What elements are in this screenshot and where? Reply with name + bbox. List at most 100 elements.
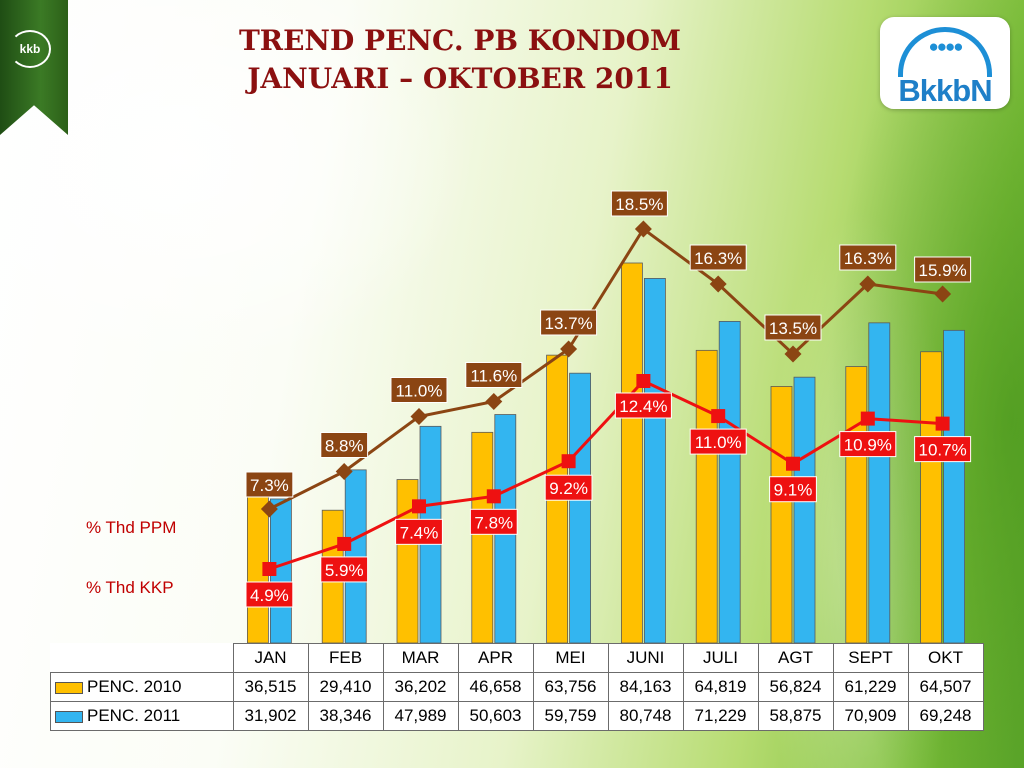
table-cell-2011-sept: 70,909 bbox=[832, 701, 909, 731]
data-label-box-ppm-mei bbox=[540, 309, 598, 336]
ppm-side-label: % Thd PPM bbox=[86, 518, 177, 537]
legend-swatch-2011 bbox=[55, 710, 83, 723]
table-cell-2010-okt: 64,507 bbox=[907, 672, 984, 702]
data-label-ppm-juni: 18.5% bbox=[615, 195, 663, 214]
table-cell-2011-jan: 31,902 bbox=[232, 701, 309, 731]
data-label-ppm-jan: 7.3% bbox=[250, 476, 289, 495]
bar-2011-sept bbox=[868, 322, 891, 644]
data-label-kkp-apr: 7.8% bbox=[474, 513, 513, 532]
legend-label-2011: PENC. 2011 bbox=[87, 706, 181, 725]
data-label-kkp-juni: 12.4% bbox=[619, 397, 667, 416]
table-row-2011: PENC. 2011 31,902 38,346 47,989 50,603 59,75… bbox=[50, 701, 984, 731]
marker-kkp-mei bbox=[561, 454, 576, 469]
line-ppm bbox=[268, 226, 943, 511]
data-label-ppm-agt: 13.5% bbox=[769, 319, 817, 338]
chart-title: TREND PENC. PB KONDOM JANUARI – OKTOBER … bbox=[160, 22, 760, 98]
marker-kkp-jan bbox=[262, 562, 277, 576]
data-label-kkp-mei: 9.2% bbox=[549, 479, 588, 498]
table-cell-2010-juli: 64,819 bbox=[682, 672, 759, 702]
data-label-box-kkp-jan bbox=[245, 581, 294, 608]
table-cell-2010-feb: 29,410 bbox=[307, 672, 384, 702]
data-label-box-ppm-mar bbox=[390, 377, 448, 403]
bar-2010-okt bbox=[920, 351, 942, 644]
marker-ppm-apr bbox=[485, 393, 503, 410]
legend-swatch-2010 bbox=[55, 681, 83, 694]
bkkbn-logo: ●●●● BkkbN bbox=[880, 17, 1010, 109]
data-label-ppm-okt: 15.9% bbox=[918, 261, 966, 280]
bar-2011-juni bbox=[644, 278, 666, 644]
marker-ppm-agt bbox=[784, 345, 802, 363]
data-label-box-ppm-jan bbox=[245, 471, 294, 498]
table-header-jan: JAN bbox=[232, 643, 309, 673]
table-cell-2011-mei: 59,759 bbox=[532, 701, 609, 731]
data-label-kkp-jan: 4.9% bbox=[250, 586, 289, 605]
table-cell-2011-apr: 50,603 bbox=[457, 701, 534, 731]
data-label-box-kkp-juni bbox=[614, 392, 672, 419]
table-cell-2010-jan: 36,515 bbox=[232, 672, 309, 702]
table-header-row: JAN FEB MAR APR MEI JUNI JULI AGT SEPT OKT bbox=[51, 643, 984, 673]
marker-ppm-juli bbox=[709, 275, 727, 293]
table-header-mei: MEI bbox=[532, 643, 609, 673]
table-header-juli: JULI bbox=[682, 643, 759, 673]
legend-cell-2011: PENC. 2011 bbox=[50, 701, 234, 731]
table-cell-2011-mar: 47,989 bbox=[382, 701, 459, 731]
marker-kkp-juli bbox=[711, 409, 726, 424]
data-label-ppm-feb: 8.8% bbox=[325, 437, 364, 456]
table-row-2010: PENC. 2010 36,515 29,410 36,202 46,658 63,75… bbox=[50, 672, 984, 702]
data-label-box-kkp-apr bbox=[469, 508, 518, 535]
bar-2010-apr bbox=[471, 431, 494, 644]
data-label-box-ppm-feb bbox=[320, 432, 369, 458]
table-cell-2010-mei: 63,756 bbox=[532, 672, 609, 702]
data-label-ppm-mar: 11.0% bbox=[396, 382, 443, 401]
data-label-box-ppm-sept bbox=[839, 244, 897, 271]
marker-kkp-feb bbox=[337, 536, 352, 551]
table-header-agt: AGT bbox=[757, 643, 834, 673]
table-header-mar: MAR bbox=[382, 643, 459, 673]
table-header-apr: APR bbox=[457, 643, 534, 673]
table-cell-2010-juni: 84,163 bbox=[607, 672, 684, 702]
legend-cell-2010: PENC. 2010 bbox=[50, 672, 234, 702]
table-cell-2010-sept: 61,229 bbox=[832, 672, 909, 702]
bar-2010-jan bbox=[246, 477, 269, 644]
table-header-sept: SEPT bbox=[832, 643, 909, 673]
bar-2010-sept bbox=[845, 366, 868, 644]
kkb-badge-icon: kkb bbox=[9, 30, 51, 68]
line-kkp bbox=[268, 379, 943, 571]
data-label-box-ppm-juli bbox=[689, 244, 747, 271]
title-line-1: TREND PENC. PB KONDOM bbox=[238, 24, 682, 57]
data-label-ppm-juli: 16.3% bbox=[694, 249, 742, 268]
data-label-ppm-apr: 11.6% bbox=[470, 367, 517, 386]
marker-kkp-agt bbox=[786, 456, 800, 471]
data-label-kkp-sept: 10.9% bbox=[844, 436, 892, 455]
data-label-box-ppm-apr bbox=[465, 362, 523, 388]
bar-2011-feb bbox=[344, 469, 367, 644]
marker-kkp-juni bbox=[636, 374, 651, 388]
table-cell-2010-agt: 56,824 bbox=[757, 672, 834, 702]
marker-kkp-mar bbox=[412, 499, 426, 514]
table-cell-2011-feb: 38,346 bbox=[307, 701, 384, 731]
data-label-box-kkp-feb bbox=[320, 556, 369, 583]
marker-kkp-sept bbox=[860, 411, 875, 426]
marker-ppm-okt bbox=[934, 285, 952, 303]
bar-2010-agt bbox=[770, 386, 793, 644]
data-label-kkp-agt: 9.1% bbox=[774, 481, 813, 500]
marker-ppm-mei bbox=[560, 340, 578, 358]
bar-2011-juli bbox=[718, 320, 741, 644]
table-header-feb: FEB bbox=[307, 643, 384, 673]
table-cell-2011-juni: 80,748 bbox=[607, 701, 684, 731]
table-cell-2011-okt: 69,248 bbox=[907, 701, 984, 731]
marker-ppm-sept bbox=[859, 275, 877, 293]
data-label-kkp-okt: 10.7% bbox=[918, 441, 966, 460]
data-label-ppm-sept: 16.3% bbox=[844, 249, 892, 268]
data-label-box-ppm-okt bbox=[914, 256, 972, 283]
family-figures-icon: ●●●● bbox=[928, 37, 963, 56]
marker-kkp-okt bbox=[935, 416, 950, 431]
table-cell-2011-juli: 71,229 bbox=[682, 701, 759, 731]
bar-2011-mei bbox=[569, 372, 591, 644]
bar-2010-juni bbox=[621, 262, 643, 644]
data-label-ppm-mei: 13.7% bbox=[544, 314, 592, 333]
bar-2011-okt bbox=[943, 329, 965, 644]
data-label-box-kkp-mei bbox=[544, 474, 593, 501]
data-label-box-ppm-juni bbox=[610, 190, 668, 217]
table-cell-2010-apr: 46,658 bbox=[457, 672, 534, 702]
